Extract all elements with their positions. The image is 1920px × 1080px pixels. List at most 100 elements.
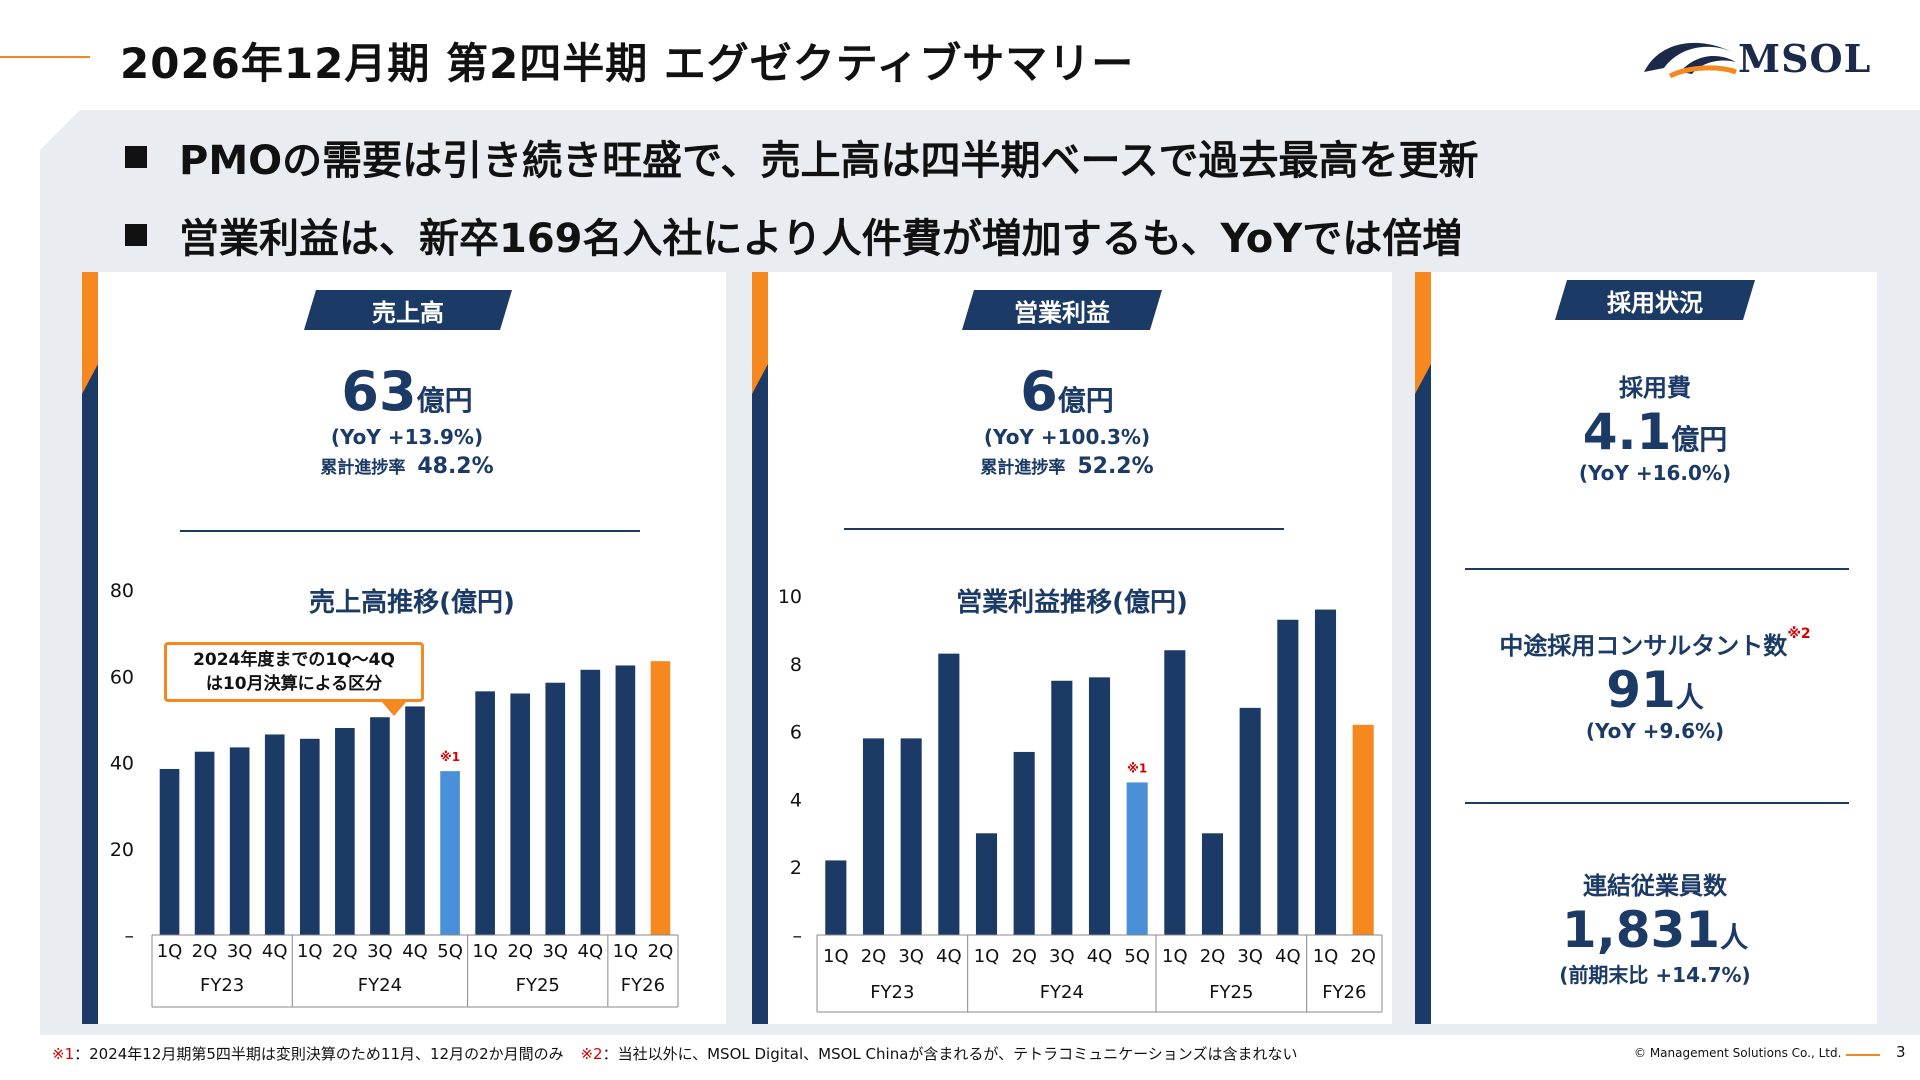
y-tick-label: 60 — [110, 666, 134, 688]
sales-chart-title: 売上高推移(億円) — [309, 588, 515, 618]
x-tick-label: 2Q — [332, 941, 358, 962]
msol-logo-icon — [1644, 42, 1737, 79]
x-tick-label: 2Q — [192, 941, 218, 962]
mid-career-block: 中途採用コンサルタント数※2 91人 (YoY +9.6%) — [1445, 626, 1865, 743]
bar — [1201, 833, 1224, 935]
x-tick-label: 1Q — [472, 941, 498, 962]
bar — [862, 738, 885, 935]
bar — [440, 771, 460, 935]
x-tick-label: 2Q — [1200, 946, 1226, 967]
mid-career-yoy: (YoY +9.6%) — [1585, 719, 1725, 743]
bar — [1088, 677, 1111, 935]
bullet-1: PMOの需要は引き続き旺盛で、売上高は四半期ベースで過去最高を更新 — [125, 128, 1479, 186]
sales-yoy: (YoY +13.9%) — [330, 425, 484, 449]
bar — [335, 728, 355, 935]
card-accent-bar — [1415, 272, 1431, 1024]
x-tick-label: 3Q — [1049, 946, 1075, 967]
hiring-cost-unit: 億円 — [1671, 423, 1728, 456]
hiring-divider-1 — [1465, 568, 1849, 570]
x-tick-label: 1Q — [297, 941, 323, 962]
bar — [1126, 782, 1148, 935]
hiring-divider-2 — [1465, 802, 1849, 804]
bar — [1314, 609, 1337, 935]
employees-value: 1,831 — [1561, 901, 1721, 959]
bar — [938, 653, 960, 935]
x-tick-label: 1Q — [1313, 946, 1339, 967]
sales-value: 63 — [341, 360, 417, 423]
bullet-2: 営業利益は、新卒169名入社により人件費が増加するも、YoYでは倍増 — [125, 206, 1462, 264]
op-income-unit: 億円 — [1057, 384, 1114, 417]
copyright: © Management Solutions Co., Ltd. — [1634, 1046, 1842, 1060]
note-mark: ※1 — [440, 750, 460, 764]
group-label: FY25 — [516, 975, 560, 996]
y-tick-label: – — [125, 925, 135, 947]
bar — [370, 717, 390, 935]
callout-line-2: は10月決算による区分 — [205, 674, 383, 694]
sales-unit: 億円 — [416, 384, 473, 417]
op-income-card: 営業利益 6億円 (YoY +100.3%) 累計進捗率 52.2% 営業利益推移… — [752, 272, 1392, 1024]
y-tick-label: 20 — [110, 839, 134, 861]
sales-progress-label: 累計進捗率 — [320, 458, 406, 478]
bar — [229, 747, 250, 935]
x-tick-label: 2Q — [861, 946, 887, 967]
mid-career-unit: 人 — [1675, 681, 1704, 714]
bullet-square-icon — [125, 224, 147, 246]
bar — [650, 661, 671, 935]
hiring-cost-value: 4.1 — [1582, 403, 1672, 461]
bar — [475, 691, 495, 935]
bar — [1013, 751, 1035, 935]
x-tick-label: 5Q — [437, 941, 463, 962]
logo-text: MSOL — [1738, 36, 1872, 81]
y-tick-label: 10 — [778, 586, 802, 608]
bar — [825, 860, 847, 935]
mid-career-value: 91 — [1606, 661, 1676, 719]
x-tick-label: 1Q — [974, 946, 1000, 967]
op-income-value: 6 — [1020, 360, 1058, 423]
footnote-2-mark: ※2 — [580, 1045, 603, 1063]
group-label: FY26 — [1322, 982, 1366, 1003]
x-tick-label: 3Q — [898, 946, 924, 967]
hiring-cost-label: 採用費 — [1619, 374, 1691, 402]
employees-change: (前期末比 +14.7%) — [1559, 963, 1751, 987]
sales-ribbon: 売上高 — [304, 290, 512, 330]
bar — [580, 669, 601, 935]
x-tick-label: 3Q — [542, 941, 568, 962]
bar — [1352, 724, 1374, 935]
sales-progress-value: 48.2% — [417, 454, 494, 479]
hiring-card: 採用状況 採用費 4.1億円 (YoY +16.0%) 中途採用コンサルタント数… — [1415, 272, 1877, 1024]
mid-career-label: 中途採用コンサルタント数 — [1499, 632, 1788, 660]
bar — [159, 768, 180, 935]
group-label: FY26 — [621, 975, 665, 996]
x-tick-label: 1Q — [823, 946, 849, 967]
group-label: FY23 — [870, 982, 914, 1003]
x-tick-label: 4Q — [262, 941, 288, 962]
y-tick-label: – — [793, 925, 803, 947]
hiring-ribbon: 採用状況 — [1555, 280, 1755, 320]
x-tick-label: 4Q — [1087, 946, 1113, 967]
x-tick-label: 4Q — [1275, 946, 1301, 967]
op-income-yoy: (YoY +100.3%) — [983, 425, 1151, 449]
x-tick-label: 2Q — [507, 941, 533, 962]
page-title: 2026年12月期 第2四半期 エグゼクティブサマリー — [120, 39, 1135, 88]
op-income-ribbon: 営業利益 — [962, 290, 1162, 330]
bar — [264, 734, 285, 935]
x-tick-label: 1Q — [613, 941, 639, 962]
sales-callout: 2024年度までの1Q～4Q は10月決算による区分 — [164, 642, 424, 702]
group-label: FY25 — [1209, 982, 1253, 1003]
sales-chart: – 20 40 60 80 1Q 2Q 3Q 4Q 1Q 2Q 3Q 4Q 5Q ※1 1Q 2Q 3Q 4Q 1Q 2… — [110, 580, 679, 1008]
bar — [299, 738, 320, 935]
bar — [1277, 619, 1299, 935]
bullet-square-icon — [125, 146, 147, 168]
x-tick-label: 4Q — [936, 946, 962, 967]
note-mark: ※1 — [1127, 761, 1147, 775]
copyright-accent-line — [1846, 1054, 1880, 1056]
group-label: FY24 — [358, 975, 402, 996]
x-tick-label: 1Q — [157, 941, 183, 962]
bar — [975, 833, 998, 935]
group-label: FY23 — [200, 975, 244, 996]
bar — [900, 738, 922, 935]
y-tick-label: 2 — [790, 857, 802, 879]
footnote-2-text: ：当社以外に、MSOL Digital、MSOL Chinaが含まれるが、テトラ… — [602, 1045, 1298, 1063]
bar — [510, 693, 531, 935]
page-number: 3 — [1896, 1043, 1906, 1061]
